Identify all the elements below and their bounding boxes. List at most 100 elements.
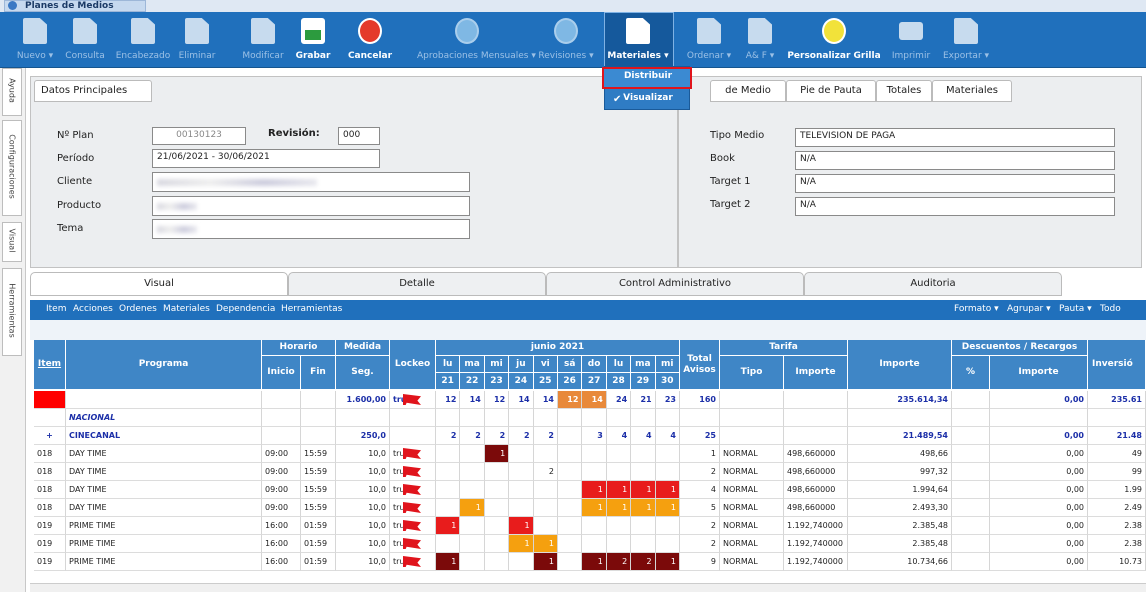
- lock-flag[interactable]: [403, 448, 421, 459]
- menu-item[interactable]: Agrupar ▾: [1007, 304, 1051, 314]
- day-cell: [631, 445, 656, 463]
- toolbar-icon: [822, 18, 846, 44]
- toolbar-button-label[interactable]: Nuevo ▾: [16, 51, 54, 61]
- menu-item[interactable]: Formato ▾: [954, 304, 999, 314]
- toolbar-button-label[interactable]: Consulta: [65, 51, 105, 61]
- lock-flag[interactable]: [403, 520, 421, 531]
- day-cell: [460, 553, 485, 571]
- menu-item[interactable]: Herramientas: [281, 304, 343, 314]
- lock-flag[interactable]: [403, 484, 421, 495]
- table-cell: 16:00: [262, 517, 301, 535]
- medio-tab[interactable]: Totales: [876, 80, 932, 102]
- day-cell: 1: [631, 499, 656, 517]
- toolbar-button-label[interactable]: Modificar: [242, 51, 284, 61]
- table-cell: 10,0: [336, 481, 390, 499]
- medio-tab[interactable]: Materiales: [932, 80, 1012, 102]
- lock-flag[interactable]: [403, 502, 421, 513]
- menu-item[interactable]: Visualizar: [623, 93, 673, 103]
- menu-item[interactable]: Acciones: [73, 304, 113, 314]
- medio-label: Target 1: [710, 176, 751, 187]
- side-tab[interactable]: [2, 222, 22, 262]
- lock-flag[interactable]: [403, 556, 421, 567]
- field-label: Tema: [57, 223, 84, 234]
- table-cell: DAY TIME: [66, 445, 262, 463]
- day-cell: 2: [509, 427, 534, 445]
- main-tab[interactable]: Detalle: [288, 272, 546, 296]
- table-cell: 10.734,66: [848, 553, 952, 571]
- menu-item[interactable]: Todo: [1100, 304, 1121, 314]
- toolbar-button-label[interactable]: Imprimir: [891, 51, 931, 61]
- window-tab[interactable]: Planes de Medios: [4, 0, 146, 12]
- menu-item[interactable]: Distribuir: [623, 71, 673, 81]
- h-scrollbar[interactable]: [30, 583, 1146, 592]
- day-cell: [582, 535, 607, 553]
- toolbar-button-label[interactable]: Revisiones ▾: [538, 51, 594, 61]
- header-cell: 27: [582, 373, 607, 390]
- toolbar-button-label[interactable]: Eliminar: [178, 51, 216, 61]
- header-cell: sá: [558, 356, 583, 373]
- table-cell: 4: [680, 481, 720, 499]
- cliente-input[interactable]: [152, 172, 470, 192]
- tema-input[interactable]: [152, 219, 470, 239]
- day-cell: [533, 409, 558, 427]
- table-cell: 2.385,48: [848, 517, 952, 535]
- day-cell: [558, 409, 583, 427]
- medio-input: TELEVISION DE PAGA: [795, 128, 1115, 147]
- main-tab[interactable]: Auditoria: [804, 272, 1062, 296]
- table-cell: [1088, 409, 1146, 427]
- table-cell: 2.38: [1088, 535, 1146, 553]
- toolbar-button-label[interactable]: Ordenar ▾: [686, 51, 732, 61]
- table-cell: 160: [680, 391, 720, 409]
- menu-item[interactable]: Materiales: [163, 304, 210, 314]
- table-cell: [390, 409, 436, 427]
- menu-item[interactable]: Ordenes: [119, 304, 157, 314]
- day-cell: 1: [655, 553, 680, 571]
- table-cell: 10,0: [336, 553, 390, 571]
- day-cell: [582, 445, 607, 463]
- table-cell: [952, 517, 990, 535]
- table-cell: 21.489,54: [848, 427, 952, 445]
- toolbar-button-label[interactable]: Exportar ▾: [942, 51, 990, 61]
- toolbar-icon: [73, 18, 97, 44]
- day-cell: [484, 553, 510, 571]
- datos-tab[interactable]: Datos Principales: [34, 80, 152, 102]
- header-cell: Total Avisos: [680, 340, 720, 390]
- table-cell: 498,660000: [784, 445, 848, 463]
- toolbar-button-label[interactable]: Cancelar: [347, 51, 393, 61]
- day-cell: [606, 445, 632, 463]
- side-tab[interactable]: [2, 268, 22, 356]
- medio-tab[interactable]: de Medio: [710, 80, 786, 102]
- menu-item[interactable]: Dependencia: [216, 304, 276, 314]
- toolbar-button-label[interactable]: Aprobaciones Mensuales ▾: [417, 51, 536, 61]
- main-tab[interactable]: Control Administrativo: [546, 272, 804, 296]
- medio-tab[interactable]: Pie de Pauta: [786, 80, 876, 102]
- header-cell: %: [952, 356, 990, 390]
- day-cell: 1: [582, 481, 607, 499]
- day-cell: [484, 481, 510, 499]
- lock-flag[interactable]: [403, 466, 421, 477]
- menu-item[interactable]: Item: [46, 304, 67, 314]
- day-cell: [558, 535, 583, 553]
- producto-input[interactable]: [152, 196, 470, 216]
- lock-flag[interactable]: [403, 394, 421, 405]
- toolbar-button-label[interactable]: Grabar: [295, 51, 331, 61]
- medio-input: N/A: [795, 197, 1115, 216]
- side-tab[interactable]: [2, 120, 22, 216]
- table-cell: 0,00: [990, 463, 1088, 481]
- toolbar-button-label[interactable]: Materiales ▾: [607, 51, 669, 61]
- side-tab[interactable]: [2, 68, 22, 116]
- toolbar-button-label[interactable]: A& F ▾: [745, 51, 775, 61]
- menu-item[interactable]: Pauta ▾: [1059, 304, 1092, 314]
- medio-input: N/A: [795, 151, 1115, 170]
- main-tab[interactable]: Visual: [30, 272, 288, 296]
- table-cell: true: [390, 517, 436, 535]
- table-cell: 21.48: [1088, 427, 1146, 445]
- toolbar-button-label[interactable]: Encabezado: [115, 51, 171, 61]
- day-cell: [558, 427, 583, 445]
- lock-flag[interactable]: [403, 538, 421, 549]
- header-cell: Programa: [66, 340, 262, 390]
- toolbar-icon: [899, 22, 923, 40]
- table-cell: 15:59: [301, 499, 336, 517]
- toolbar-button-label[interactable]: Personalizar Grilla: [787, 51, 881, 61]
